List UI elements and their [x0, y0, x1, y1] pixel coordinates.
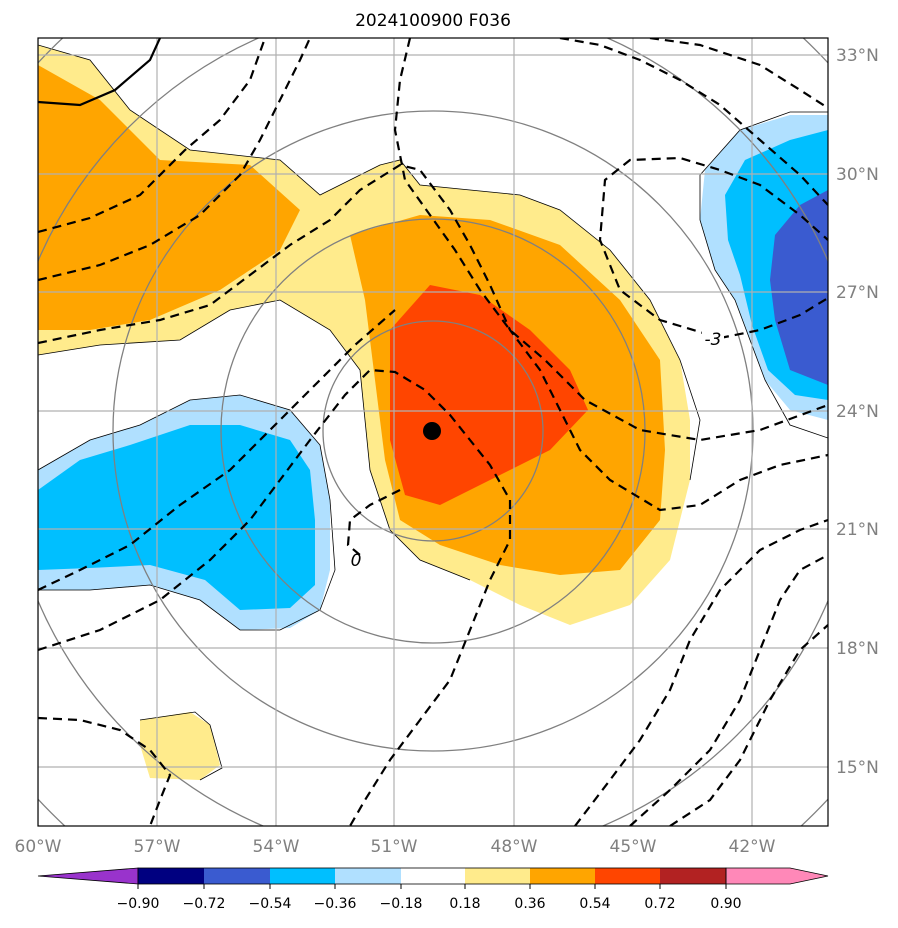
dashed-contour-4	[38, 38, 312, 282]
dashed-contour-9	[598, 156, 828, 337]
lat-label-27: 27°N	[836, 283, 879, 303]
lon-label-45: 45°W	[610, 837, 657, 857]
cb-label-5: 0.18	[449, 896, 480, 912]
dashed-contour-8	[649, 38, 828, 109]
colorbar-swatch-9	[660, 868, 726, 884]
storm-center-marker	[423, 422, 441, 440]
lat-label-15: 15°N	[836, 758, 879, 778]
colorbar-swatch-3	[270, 868, 335, 884]
solid-contour	[38, 38, 162, 107]
colorbar-swatch-5	[401, 868, 465, 884]
lat-label-18: 18°N	[836, 639, 879, 659]
colorbar-swatch-1	[138, 868, 204, 884]
colorbar-swatch-6	[465, 868, 530, 884]
colorbar-swatch-8	[595, 868, 660, 884]
dashed-contour-14	[629, 554, 828, 826]
lat-label-30: 30°N	[836, 165, 879, 185]
colorbar-swatch-10	[725, 867, 829, 885]
dashed-contour-15	[669, 624, 828, 826]
lat-labels: 33°N 30°N 27°N 24°N 21°N 18°N 15°N	[836, 46, 879, 778]
colorbar-swatch-2	[204, 868, 270, 884]
colorbar-swatch-4	[335, 868, 401, 884]
colorbar-ticks	[137, 884, 727, 889]
contour-label-neg3: -3	[705, 330, 722, 350]
outline-neg-east	[699, 111, 828, 439]
shade-outlines	[38, 44, 828, 781]
dashed-contour-3	[38, 163, 828, 512]
shade-positive-072-center	[390, 285, 588, 505]
grid-lines	[38, 38, 828, 826]
cb-label-7: 0.54	[579, 896, 610, 912]
cb-label-6: 0.36	[514, 896, 545, 912]
cb-label-4: −0.18	[380, 896, 423, 912]
dashed-contour-11	[346, 489, 401, 556]
dashed-contour-13	[574, 518, 828, 826]
colorbar: −0.90 −0.72 −0.54 −0.36 −0.18 0.18 0.36 …	[37, 867, 829, 912]
lon-label-54: 54°W	[253, 837, 300, 857]
dashed-contour-6	[393, 38, 828, 442]
colorbar-swatch-7	[530, 868, 595, 884]
dashed-contour-7	[559, 38, 828, 206]
cb-label-0: −0.90	[117, 896, 160, 912]
cb-label-8: 0.72	[644, 896, 675, 912]
contour-label-zero: 0	[351, 551, 362, 571]
ring-1	[322, 320, 544, 542]
lat-label-21: 21°N	[836, 520, 879, 540]
lon-label-48: 48°W	[491, 837, 538, 857]
outline-pos-south	[38, 299, 471, 581]
dashed-contour-5	[38, 38, 267, 234]
cb-label-1: −0.72	[183, 896, 226, 912]
lon-labels: 60°W 57°W 54°W 51°W 48°W 45°W 42°W	[15, 837, 776, 857]
dashed-contour-10	[719, 297, 828, 340]
shaded-field	[38, 45, 828, 780]
dashed-contour-1	[38, 309, 396, 591]
lon-label-42: 42°W	[729, 837, 776, 857]
dashed-contour-2	[38, 368, 512, 826]
outline-neg-west	[38, 394, 336, 631]
map-frame	[37, 37, 829, 827]
cb-label-9: 0.90	[710, 896, 741, 912]
lon-label-51: 51°W	[371, 837, 418, 857]
lat-label-33: 33°N	[836, 46, 879, 66]
lon-label-57: 57°W	[134, 837, 181, 857]
figure-title: 2024100900 F036	[355, 11, 511, 31]
contour-label-bg-1	[702, 327, 724, 347]
outline-pos-southwest	[139, 711, 223, 781]
shade-negative-036-west	[38, 425, 315, 610]
outline-pos-west	[38, 44, 701, 481]
lat-label-24: 24°N	[836, 402, 879, 422]
cb-label-2: −0.54	[249, 896, 292, 912]
colorbar-frame	[137, 867, 727, 885]
cb-label-3: −0.36	[314, 896, 357, 912]
dashed-contours	[38, 38, 828, 826]
colorbar-swatch-0	[37, 867, 139, 885]
lon-label-60: 60°W	[15, 837, 62, 857]
shade-negative-054-east	[770, 190, 828, 385]
